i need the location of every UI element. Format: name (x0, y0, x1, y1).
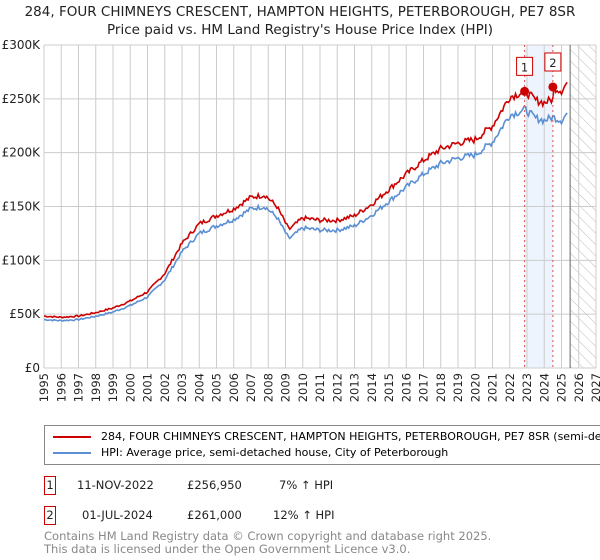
y-tick-label: £50K (9, 307, 41, 321)
x-tick-label: 2012 (330, 373, 344, 402)
chart-plot: 1995 1996 1997 1998 1999 2000 2001 2002 2003 2004… (2, 38, 600, 402)
property-legend-label: 284, FOUR CHIMNEYS CRESCENT, HAMPTON HEI… (101, 430, 600, 443)
transaction-badge: 2 (44, 506, 56, 525)
x-tick-label: 2001 (141, 373, 155, 402)
sale-label-box (544, 52, 562, 72)
x-tick-label: 2002 (158, 373, 172, 402)
x-tick-label: 2020 (468, 373, 482, 402)
chart-title: 284, FOUR CHIMNEYS CRESCENT, HAMPTON HEI… (24, 4, 576, 20)
x-tick-label: 1995 (37, 373, 51, 402)
transaction-date: 01-JUL-2024 (82, 508, 153, 522)
x-tick-label: 2018 (434, 373, 448, 402)
sale-point (520, 86, 530, 96)
transaction-badge: 1 (44, 476, 56, 495)
x-tick-label: 2005 (210, 373, 224, 402)
x-tick-label: 2019 (451, 373, 465, 402)
y-tick-label: £150K (2, 200, 42, 214)
x-tick-label: 2022 (503, 373, 517, 402)
y-tick-label: £100K (2, 253, 42, 267)
transaction-price: £256,950 (187, 478, 242, 492)
y-tick-label: £250K (2, 92, 42, 106)
x-tick-label: 2007 (244, 373, 258, 402)
x-tick-label: 2024 (537, 373, 551, 402)
property-price-line (44, 81, 568, 319)
x-tick-label: 1999 (106, 373, 120, 402)
x-tick-label: 1997 (72, 373, 86, 402)
x-tick-label: 2006 (227, 373, 241, 402)
x-tick-label: 2011 (313, 373, 327, 402)
x-tick-label: 2004 (192, 373, 206, 402)
sale-label: 1 (521, 60, 528, 74)
x-tick-label: 2017 (417, 373, 431, 402)
y-tick-label: £300K (2, 38, 42, 52)
footer-line-1: Contains HM Land Registry data © Crown c… (44, 529, 492, 543)
x-tick-label: 2027 (589, 373, 600, 402)
x-tick-label: 2023 (520, 373, 534, 402)
x-tick-label: 2015 (382, 373, 396, 402)
transaction-hpi: 12% ↑ HPI (273, 508, 335, 522)
transaction-hpi: 7% ↑ HPI (279, 478, 334, 492)
footer: Contains HM Land Registry data © Crown c… (44, 530, 491, 556)
sale-point (548, 82, 558, 92)
x-tick-label: 2010 (296, 373, 310, 402)
transaction-date: 11-NOV-2022 (77, 478, 154, 492)
x-tick-label: 2000 (123, 373, 137, 402)
x-tick-label: 2025 (555, 373, 569, 402)
x-tick-label: 2008 (261, 373, 275, 402)
x-tick-label: 2003 (175, 373, 189, 402)
x-tick-label: 2026 (572, 373, 586, 402)
x-tick-label: 2013 (348, 373, 362, 402)
x-tick-label: 2009 (279, 373, 293, 402)
sale-label: 2 (549, 56, 556, 70)
x-tick-label: 1998 (89, 373, 103, 402)
hpi-legend-line (53, 451, 91, 454)
y-tick-label: £0 (25, 361, 40, 375)
x-tick-label: 1996 (54, 373, 68, 402)
property-legend-line (53, 435, 91, 438)
x-tick-label: 2014 (365, 373, 379, 402)
hpi-line (44, 105, 568, 322)
chart-subtitle: Price paid vs. HM Land Registry's House … (107, 22, 493, 38)
hpi-legend-label: HPI: Average price, semi-detached house,… (101, 446, 449, 459)
sale-label-box (516, 56, 534, 76)
transaction-price: £261,000 (187, 508, 242, 522)
x-tick-label: 2021 (486, 373, 500, 402)
y-tick-label: £200K (2, 146, 42, 160)
legend: 284, FOUR CHIMNEYS CRESCENT, HAMPTON HEI… (44, 425, 600, 465)
x-tick-label: 2016 (399, 373, 413, 402)
footer-line-2: This data is licensed under the Open Gov… (44, 542, 411, 556)
